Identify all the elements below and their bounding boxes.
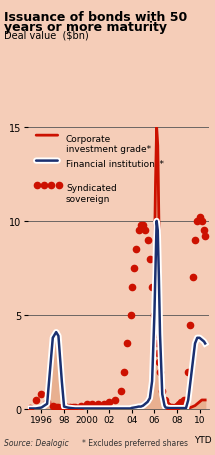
Text: * Excludes preferred shares: * Excludes preferred shares xyxy=(82,438,188,447)
Text: Source: Dealogic: Source: Dealogic xyxy=(4,438,69,447)
Text: YTD: YTD xyxy=(194,435,212,444)
Text: Syndicated
sovereign: Syndicated sovereign xyxy=(66,184,117,203)
Text: Corporate
investment grade*: Corporate investment grade* xyxy=(66,135,151,154)
Text: Deal value  ($bn): Deal value ($bn) xyxy=(4,30,89,40)
Text: Issuance of bonds with 50: Issuance of bonds with 50 xyxy=(4,11,187,25)
Text: years or more maturity: years or more maturity xyxy=(4,20,167,34)
Text: Financial institutions*: Financial institutions* xyxy=(66,160,164,169)
